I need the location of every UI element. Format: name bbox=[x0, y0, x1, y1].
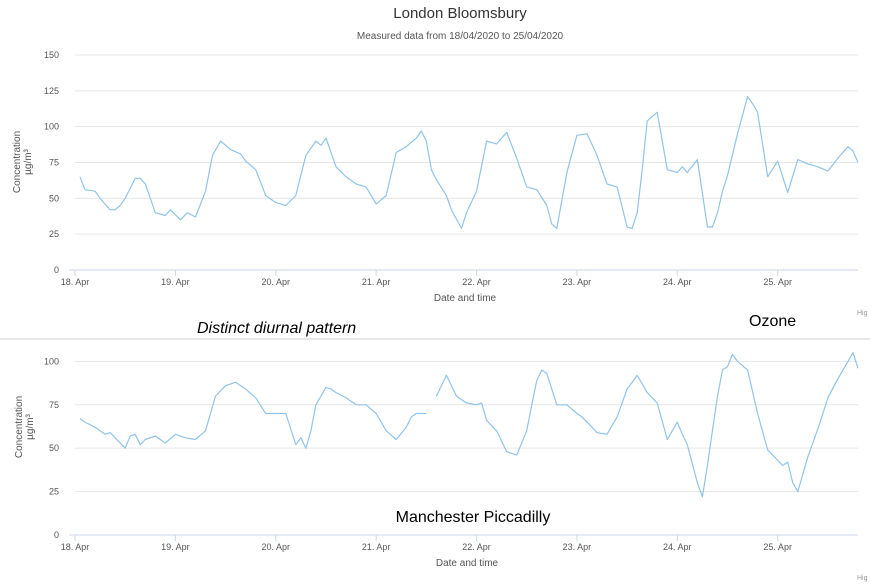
y-tick-label-25: 25 bbox=[49, 487, 59, 497]
x-tick-label: 21. Apr bbox=[362, 542, 391, 552]
y-tick-labels: 0 25 50 75 100 125 150 bbox=[44, 50, 59, 275]
x-tick-label: 22. Apr bbox=[462, 277, 491, 287]
y-axis-title-line2: µg/m³ bbox=[25, 413, 36, 439]
y-axis-title-line2: µg/m³ bbox=[23, 148, 34, 174]
x-tick-label: 23. Apr bbox=[563, 542, 592, 552]
chart-title: Manchester Piccadilly bbox=[396, 509, 551, 526]
y-tick-label-150: 150 bbox=[44, 50, 59, 60]
x-tick-label: 18. Apr bbox=[61, 542, 90, 552]
series-lines bbox=[79, 95, 859, 229]
series-line-2 bbox=[435, 352, 859, 498]
x-tick-label: 24. Apr bbox=[663, 277, 692, 287]
chart-panel-london-bloomsbury: London Bloomsbury Measured data from 18/… bbox=[12, 5, 868, 337]
x-tick-label: 18. Apr bbox=[61, 277, 90, 287]
x-tick-marks bbox=[74, 270, 779, 276]
y-tick-label-75: 75 bbox=[49, 158, 59, 168]
y-axis-title-line1: Concentration bbox=[14, 396, 25, 458]
chart-credit[interactable]: Hig bbox=[857, 310, 868, 317]
x-tick-label: 19. Apr bbox=[161, 277, 190, 287]
annotation-diurnal: Distinct diurnal pattern bbox=[197, 320, 356, 337]
y-tick-label-125: 125 bbox=[44, 86, 59, 96]
chart-credit[interactable]: Hig bbox=[857, 575, 868, 582]
x-tick-labels: 18. Apr 19. Apr 20. Apr 21. Apr 22. Apr 23. A… bbox=[61, 542, 792, 552]
y-tick-label-75: 75 bbox=[49, 400, 59, 410]
x-tick-label: 25. Apr bbox=[763, 277, 792, 287]
x-axis-title: Date and time bbox=[434, 293, 497, 304]
x-tick-marks bbox=[74, 535, 779, 541]
x-tick-label: 20. Apr bbox=[262, 542, 291, 552]
series-line-1 bbox=[79, 381, 427, 449]
y-gridlines bbox=[75, 360, 858, 493]
series-lines bbox=[79, 352, 859, 498]
x-tick-label: 22. Apr bbox=[462, 542, 491, 552]
x-tick-label: 19. Apr bbox=[161, 542, 190, 552]
x-axis-title: Date and time bbox=[436, 558, 499, 569]
chart-subtitle: Measured data from 18/04/2020 to 25/04/2… bbox=[357, 31, 564, 42]
y-tick-label-25: 25 bbox=[49, 229, 59, 239]
x-tick-label: 21. Apr bbox=[362, 277, 391, 287]
chart-panel-manchester-piccadilly: 0 25 50 75 100 18. Apr 19. Apr 20. Apr 21. Apr 2… bbox=[14, 352, 868, 582]
y-tick-label-100: 100 bbox=[44, 122, 59, 132]
y-tick-label-50: 50 bbox=[49, 443, 59, 453]
annotation-ozone: Ozone bbox=[749, 313, 796, 330]
y-axis-title-line1: Concentration bbox=[12, 131, 23, 193]
series-line-1 bbox=[79, 95, 859, 229]
y-tick-label-100: 100 bbox=[44, 356, 59, 366]
x-tick-labels: 18. Apr 19. Apr 20. Apr 21. Apr 22. Apr 23. A… bbox=[61, 277, 792, 287]
x-tick-label: 25. Apr bbox=[763, 542, 792, 552]
y-tick-label-0: 0 bbox=[54, 530, 59, 540]
y-tick-label-0: 0 bbox=[54, 265, 59, 275]
y-tick-label-50: 50 bbox=[49, 193, 59, 203]
chart-title: London Bloomsbury bbox=[393, 5, 527, 22]
x-tick-label: 20. Apr bbox=[262, 277, 291, 287]
y-gridlines bbox=[75, 54, 858, 235]
y-tick-labels: 0 25 50 75 100 bbox=[44, 356, 59, 540]
x-tick-label: 24. Apr bbox=[663, 542, 692, 552]
x-tick-label: 23. Apr bbox=[563, 277, 592, 287]
